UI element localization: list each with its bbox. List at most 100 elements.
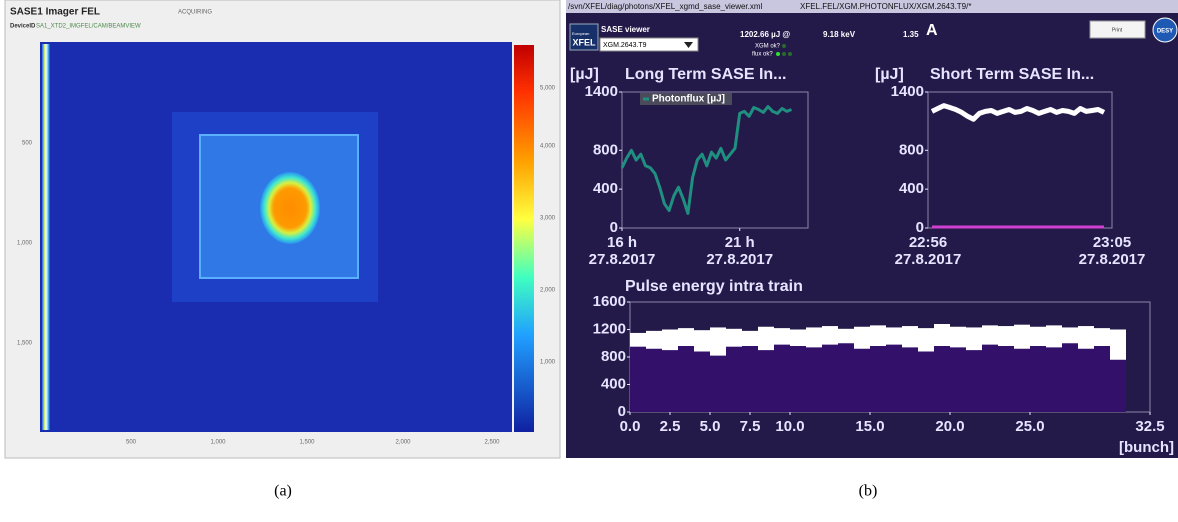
y-tick-label: 1400 [891,83,924,100]
y-tick-label: 1400 [585,83,618,100]
photon-energy: 9.18 keV [823,30,856,39]
y-tick-label: 400 [601,375,626,392]
bar [1062,343,1078,412]
device-select-text: XGM.2643.T9 [603,42,647,49]
bar [1094,346,1110,412]
x-tick-label: 21 h [725,234,755,251]
logo-small: European [572,31,589,36]
bar [710,356,726,412]
bar [1030,346,1046,412]
bar [870,346,886,412]
y-tick-label: 800 [593,141,618,158]
x-tick-label: 1,500 [299,440,315,446]
status-led [782,44,786,48]
x-tick-label: 2.5 [660,418,681,435]
unit-label: [µJ] [875,66,904,83]
file-path: /svn/XFEL/diag/photons/XFEL_xgmd_sase_vi… [568,2,763,11]
bar [982,345,998,412]
x-tick-date: 27.8.2017 [706,251,773,268]
x-tick-date: 27.8.2017 [589,251,656,268]
caption: (b) [859,483,878,500]
bar [662,350,678,412]
bar [838,343,854,412]
colorbar-label: 5,000 [540,86,556,92]
x-tick-label: 15.0 [855,418,884,435]
x-tick-label: 10.0 [775,418,804,435]
wavelength-unit: A [926,22,938,39]
wavelength: 1.35 [903,30,919,39]
x-tick-label: 16 h [607,234,637,251]
bar [902,347,918,412]
bar [918,352,934,413]
y-tick-label: 800 [899,141,924,158]
unit-label: [µJ] [570,66,599,83]
bar [742,346,758,412]
xgm-ok: XGM ok? [755,44,781,50]
bar [1046,347,1062,412]
x-axis-label: [bunch] [1119,439,1174,456]
bar [806,347,822,412]
x-tick-label: 1,000 [210,440,226,446]
bar [646,349,662,412]
bar [950,347,966,412]
y-tick-label: 1200 [593,320,626,337]
energy: 1202.66 µJ @ [740,30,790,39]
edge-line [42,44,50,430]
x-tick-label: 500 [126,440,137,446]
print-button-text: Print [1112,27,1123,33]
x-tick-date: 27.8.2017 [1079,251,1146,268]
bar [854,349,870,412]
chart-title: Short Term SASE In... [930,66,1094,83]
desy-logo-text: DESY [1157,29,1173,35]
chart-title: Pulse energy intra train [625,278,803,295]
device-label: DeviceID [10,24,36,30]
x-tick-label: 2,000 [395,440,411,446]
bar [934,346,950,412]
y-tick-label: 1,500 [17,341,33,347]
bar [678,346,694,412]
bar [998,346,1014,412]
x-tick-label: 25.0 [1015,418,1044,435]
status-led [782,52,786,56]
colorbar-label: 4,000 [540,144,556,150]
y-tick-label: 400 [593,180,618,197]
beam-spot [260,172,320,244]
bar [774,345,790,412]
x-tick-label: 0.0 [620,418,641,435]
app-title: SASE viewer [601,25,650,34]
logo-text: XFEL [572,37,596,47]
bar [1110,360,1126,412]
x-tick-label: 5.0 [700,418,721,435]
flux-ok: flux ok? [752,52,773,58]
bar [1078,349,1094,412]
panel-b: /svn/XFEL/diag/photons/XFEL_xgmd_sase_vi… [566,0,1178,500]
status-led [788,52,792,56]
y-tick-label: 1,000 [17,241,33,247]
bar [1014,349,1030,412]
y-tick-label: 1600 [593,293,626,310]
legend-label: Photonflux [µJ] [652,94,725,105]
colorbar-label: 1,000 [540,360,556,366]
bar [790,346,806,412]
window-title: SASE1 Imager FEL [10,7,100,18]
x-tick-label: 32.5 [1135,418,1164,435]
device-id: SA1_XTD2_IMGFEL/CAM/BEAMVIEW [36,24,141,30]
colorbar [514,45,534,432]
x-tick-label: 20.0 [935,418,964,435]
status-led [776,52,780,56]
bar [726,347,742,412]
caption: (a) [274,483,292,500]
x-tick-label: 23:05 [1093,234,1131,251]
x-tick-date: 27.8.2017 [895,251,962,268]
chart-title: Long Term SASE In... [625,66,787,83]
y-tick-label: 800 [601,348,626,365]
status: ACQUIRING [178,10,212,16]
colorbar-label: 2,000 [540,288,556,294]
bar [694,352,710,413]
colorbar-label: 3,000 [540,216,556,222]
bar [630,347,646,412]
x-tick-label: 2,500 [484,440,500,446]
bar [758,350,774,412]
bar [822,345,838,412]
bar [966,350,982,412]
